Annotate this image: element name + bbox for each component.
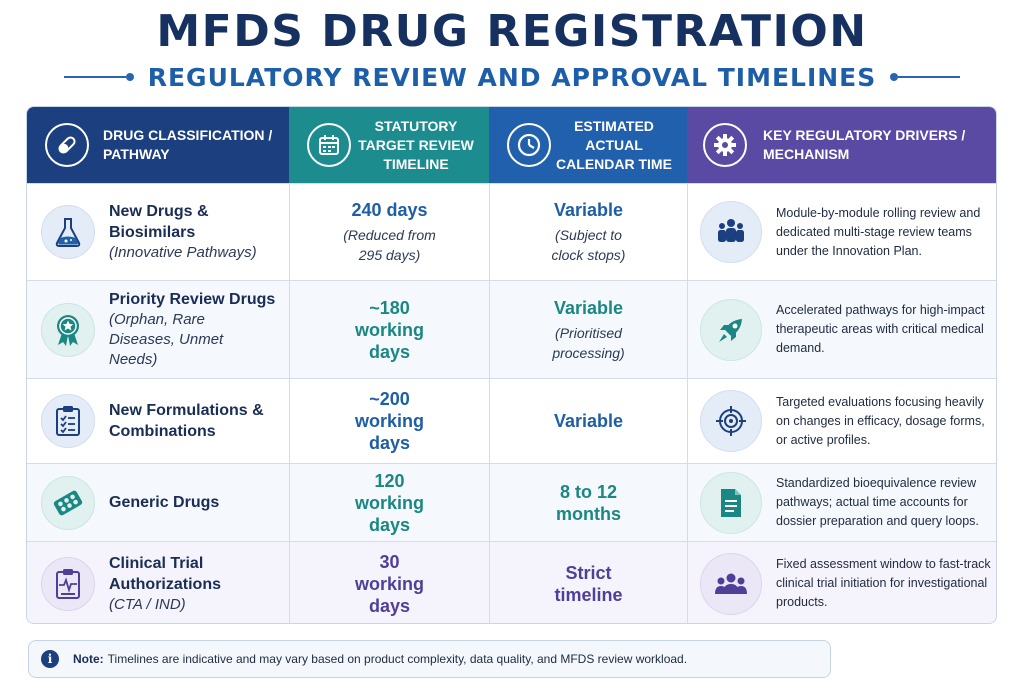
row-subtitle: (Orphan, Rare Diseases, Unmet Needs) — [109, 311, 224, 368]
header-estimated: ESTIMATED ACTUAL CALENDAR TIME — [489, 107, 687, 183]
decorative-line-right — [890, 73, 961, 81]
estimated-time: 8 to 12 months — [556, 481, 621, 524]
table-row: New Drugs & Biosimilars (Innovative Path… — [27, 183, 996, 280]
header-classification: DRUG CLASSIFICATION / PATHWAY — [27, 107, 289, 183]
driver-description: Targeted evaluations focusing heavily on… — [776, 394, 985, 447]
statutory-timeline: ~180 working days — [354, 297, 424, 362]
row-name: Clinical Trial Authorizations — [109, 554, 221, 593]
row-name: New Drugs & Biosimilars — [109, 203, 209, 241]
statutory-timeline: ~200 working days — [354, 389, 424, 453]
decorative-line-left — [63, 73, 134, 81]
clock-icon — [507, 123, 551, 167]
row-name: Generic Drugs — [109, 494, 220, 511]
gear-icon — [703, 123, 747, 167]
clipboard-checklist-icon — [41, 394, 95, 448]
table-row: Priority Review Drugs (Orphan, Rare Dise… — [27, 280, 996, 378]
team-icon — [700, 201, 762, 263]
header-statutory: STATUTORY TARGET REVIEW TIMELINE — [289, 107, 489, 183]
statutory-timeline: 240 days — [351, 200, 428, 220]
header-classification-label: DRUG CLASSIFICATION / PATHWAY — [103, 127, 273, 162]
row-subtitle: (Innovative Pathways) — [109, 244, 257, 261]
statutory-note: (Reduced from 295 days) — [343, 227, 436, 263]
statutory-timeline: 30 working days — [354, 551, 424, 616]
note-text: Timelines are indicative and may vary ba… — [107, 652, 688, 666]
driver-description: Module-by-module rolling review and dedi… — [776, 205, 981, 258]
capsule-icon — [45, 123, 89, 167]
timeline-table: DRUG CLASSIFICATION / PATHWAY STATUTORY … — [26, 106, 997, 624]
flask-icon — [41, 205, 95, 259]
rocket-icon — [700, 298, 762, 361]
group-icon — [700, 552, 762, 615]
footnote: i Note: Timelines are indicative and may… — [28, 640, 831, 678]
driver-description: Accelerated pathways for high-impact the… — [776, 303, 985, 355]
note-label: Note: — [73, 652, 104, 666]
page-subtitle: REGULATORY REVIEW AND APPROVAL TIMELINES — [147, 62, 877, 92]
pill-pack-icon — [41, 475, 95, 530]
statutory-timeline: 120 working days — [354, 470, 424, 535]
award-ribbon-icon — [41, 302, 95, 357]
clipboard-pulse-icon — [41, 556, 95, 611]
row-name: Priority Review Drugs — [109, 291, 276, 308]
header-drivers-label: KEY REGULATORY DRIVERS / MECHANISM — [763, 127, 966, 162]
target-icon — [700, 390, 762, 452]
table-row: New Formulations & Combinations ~200 wor… — [27, 378, 996, 463]
info-icon: i — [41, 650, 59, 668]
estimated-time: Variable — [553, 297, 624, 318]
subtitle-row: REGULATORY REVIEW AND APPROVAL TIMELINES — [0, 60, 1024, 94]
estimated-time: Variable — [553, 411, 624, 431]
estimated-note: (Prioritised processing) — [552, 324, 625, 361]
header-estimated-label: ESTIMATED ACTUAL CALENDAR TIME — [556, 117, 672, 172]
document-icon — [700, 471, 762, 534]
calendar-icon — [307, 123, 351, 167]
table-row: Generic Drugs 120 working days 8 to 12 m… — [27, 463, 996, 541]
driver-description: Fixed assessment window to fast-track cl… — [776, 557, 991, 609]
estimated-time: Strict timeline — [554, 562, 623, 605]
row-subtitle: (CTA / IND) — [109, 595, 186, 613]
estimated-note: (Subject to clock stops) — [551, 227, 626, 263]
driver-description: Standardized bioequivalence review pathw… — [776, 476, 979, 528]
page-title: MFDS DRUG REGISTRATION — [156, 6, 868, 57]
header-drivers: KEY REGULATORY DRIVERS / MECHANISM — [687, 107, 996, 183]
estimated-time: Variable — [553, 200, 624, 220]
header-statutory-label: STATUTORY TARGET REVIEW TIMELINE — [358, 117, 474, 172]
row-name: New Formulations & Combinations — [109, 402, 264, 440]
table-row: Clinical Trial Authorizations (CTA / IND… — [27, 541, 996, 623]
